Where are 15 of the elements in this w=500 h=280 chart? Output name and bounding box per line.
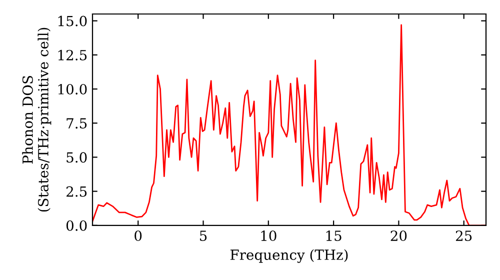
y-tick-label: 10.0 — [58, 84, 87, 94]
x-tick-label: 15 — [326, 230, 342, 242]
x-axis-title: Frequency (THz) — [230, 249, 348, 263]
x-tick-label: 25 — [456, 230, 472, 242]
y-tick-label: 15.0 — [58, 16, 87, 26]
y-axis-title: Phonon DOS (States/THz·primitive cell) — [22, 28, 52, 212]
x-tick-label: 5 — [200, 230, 207, 242]
x-tick-label: 20 — [390, 230, 407, 242]
y-tick-label: 12.5 — [58, 50, 87, 60]
x-tick-label: 10 — [261, 230, 276, 242]
y-tick-label: 0.0 — [66, 220, 87, 231]
x-tick-label: 0 — [134, 230, 142, 242]
y-tick-label: 2.5 — [66, 186, 87, 197]
y-tick-label: 7.5 — [66, 118, 87, 129]
y-tick-label: 5.0 — [66, 152, 87, 163]
